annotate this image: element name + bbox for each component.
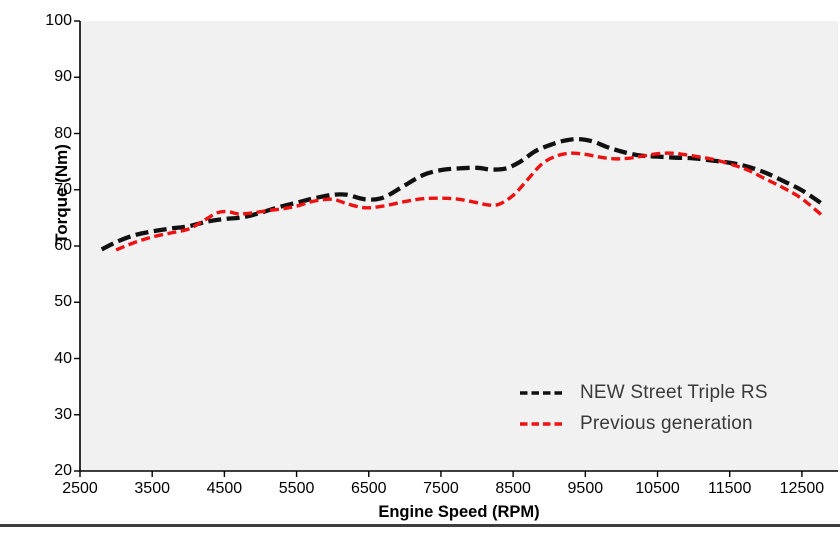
legend-label-previous-generation: Previous generation bbox=[580, 412, 753, 434]
x-tick-label: 5500 bbox=[278, 480, 315, 497]
series-line-new-street-triple-rs bbox=[100, 136, 825, 252]
y-tick-label: 80 bbox=[54, 124, 72, 142]
y-tick-label: 30 bbox=[54, 405, 72, 423]
legend-item-new-street-triple-rs: NEW Street Triple RS bbox=[519, 377, 768, 408]
bottom-rule bbox=[0, 524, 840, 527]
x-tick-label: 10500 bbox=[635, 480, 680, 497]
x-tick-label: 6500 bbox=[350, 480, 387, 497]
series-line-previous-generation bbox=[115, 151, 825, 252]
legend-item-previous-generation: Previous generation bbox=[519, 408, 768, 439]
x-tick-label: 2500 bbox=[62, 480, 98, 497]
x-tick-label: 12500 bbox=[779, 480, 825, 497]
x-tick-label: 4500 bbox=[206, 480, 243, 497]
x-tick-label: 8500 bbox=[495, 480, 531, 497]
legend-dash-sample-black bbox=[520, 390, 564, 395]
x-tick-label: 11500 bbox=[708, 480, 752, 497]
y-tick-label: 20 bbox=[54, 462, 72, 479]
legend-label-new-street-triple-rs: NEW Street Triple RS bbox=[580, 381, 768, 403]
y-tick-label: 50 bbox=[54, 293, 72, 311]
x-tick-label: 7500 bbox=[423, 480, 459, 497]
plot-background bbox=[80, 21, 838, 471]
x-axis-title: Engine Speed (RPM) bbox=[378, 503, 540, 521]
y-tick-label: 90 bbox=[54, 68, 72, 86]
legend: NEW Street Triple RS Previous generation bbox=[519, 377, 768, 439]
legend-dash-sample-red bbox=[520, 421, 564, 426]
y-tick-label: 70 bbox=[54, 180, 72, 198]
y-tick-label: 40 bbox=[54, 349, 72, 367]
x-tick-label: 9500 bbox=[567, 480, 604, 497]
x-tick-label: 3500 bbox=[134, 480, 170, 497]
y-tick-label: 60 bbox=[54, 237, 72, 254]
y-tick-label: 100 bbox=[45, 12, 72, 29]
